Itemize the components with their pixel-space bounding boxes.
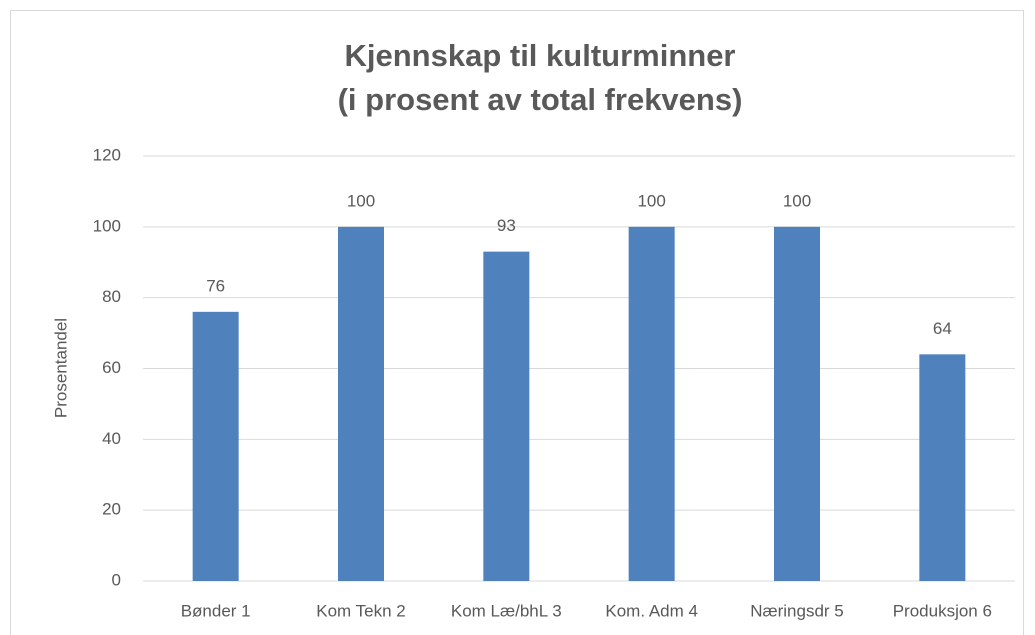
x-tick-label: Kom Tekn 2: [316, 601, 405, 620]
y-tick-label: 0: [112, 570, 121, 589]
data-label: 100: [783, 191, 811, 210]
y-tick-label: 100: [93, 216, 121, 235]
y-axis-label: Prosentandel: [51, 318, 70, 418]
y-tick-label: 120: [93, 145, 121, 164]
chart-title: Kjennskap til kulturminner: [344, 38, 735, 73]
x-tick-label: Produksjon 6: [893, 601, 992, 620]
x-tick-label: Kom. Adm 4: [605, 601, 698, 620]
bar: [774, 226, 820, 582]
x-tick-label: Næringsdr 5: [750, 601, 844, 620]
data-label: 64: [933, 319, 952, 338]
bar: [628, 226, 675, 582]
chart-title: (i prosent av total frekvens): [338, 82, 743, 117]
data-label: 100: [347, 191, 375, 210]
x-tick-label: Kom Læ/bhL 3: [451, 601, 562, 620]
bar: [483, 251, 530, 581]
data-label: 76: [206, 276, 225, 295]
y-tick-label: 40: [102, 429, 121, 448]
y-tick-label: 20: [102, 500, 121, 519]
y-tick-label: 60: [102, 358, 121, 377]
data-label: 93: [497, 216, 516, 235]
data-label: 100: [637, 191, 665, 210]
bar: [192, 311, 239, 581]
x-tick-label: Bønder 1: [181, 601, 251, 620]
bar: [919, 354, 966, 581]
bar: [338, 226, 384, 582]
y-tick-label: 80: [102, 287, 121, 306]
